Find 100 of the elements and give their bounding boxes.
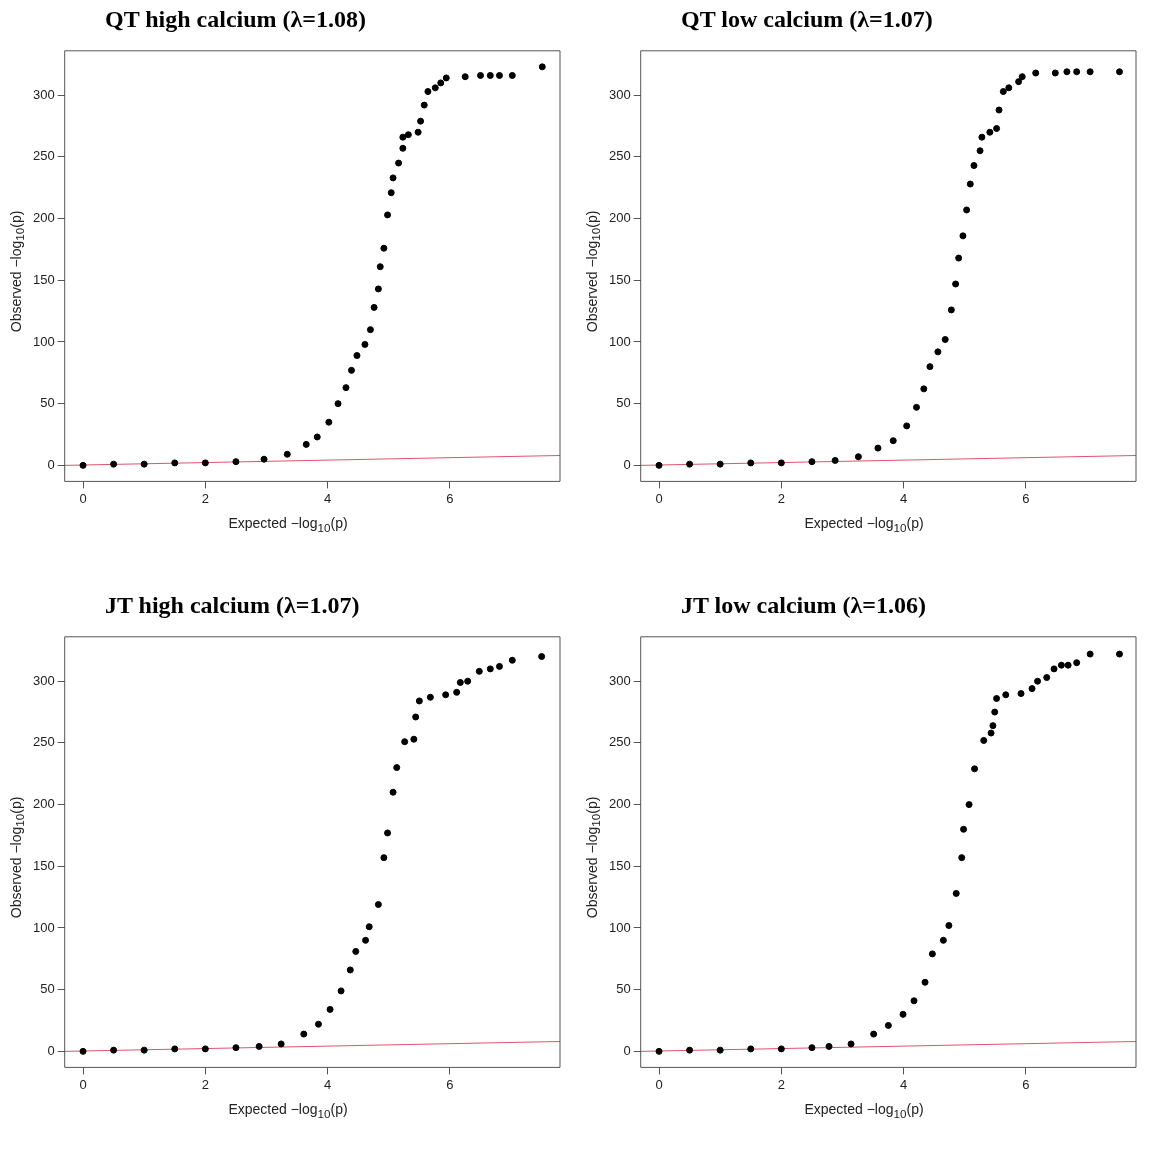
point	[171, 1045, 179, 1053]
point	[314, 1020, 322, 1028]
point	[389, 174, 397, 182]
point	[380, 854, 388, 862]
point	[412, 713, 420, 721]
point	[899, 1010, 907, 1018]
point	[389, 788, 397, 796]
point	[347, 366, 355, 374]
point	[486, 665, 494, 673]
point	[926, 363, 934, 371]
point	[903, 422, 911, 430]
point	[260, 455, 268, 463]
point	[952, 889, 960, 897]
point	[313, 433, 321, 441]
point	[495, 71, 503, 79]
point	[353, 352, 361, 360]
x-tick-label: 6	[1022, 1076, 1030, 1092]
point	[947, 306, 955, 314]
point	[486, 71, 494, 79]
point	[747, 459, 755, 467]
point	[437, 79, 445, 87]
y-tick-label: 100	[608, 919, 631, 935]
y-tick-label: 300	[608, 86, 631, 102]
y-tick-label: 150	[32, 271, 55, 287]
y-tick-label: 150	[32, 857, 55, 873]
x-axis-title: Expected −log$_{10}$(p)	[803, 1101, 925, 1120]
point	[976, 147, 984, 155]
point	[854, 453, 862, 461]
point	[991, 708, 999, 716]
y-tick-label: 300	[32, 672, 55, 688]
point	[970, 162, 978, 170]
point	[456, 678, 464, 686]
point	[334, 400, 342, 408]
point	[370, 303, 378, 311]
point	[921, 978, 929, 986]
y-tick-label: 100	[32, 333, 55, 349]
point	[255, 1042, 263, 1050]
y-tick-label: 50	[616, 395, 631, 411]
point	[1043, 674, 1051, 682]
point	[847, 1040, 855, 1048]
point	[277, 1040, 285, 1048]
point	[963, 206, 971, 214]
chart-title: QT low calcium (λ=1.07)	[681, 6, 933, 33]
point	[999, 88, 1007, 96]
point	[1115, 650, 1123, 658]
chart-title: QT high calcium (λ=1.08)	[105, 6, 367, 33]
point	[387, 189, 395, 197]
point	[980, 736, 988, 744]
point	[777, 1045, 785, 1053]
point	[939, 936, 947, 944]
point	[912, 403, 920, 411]
point	[431, 84, 439, 92]
x-tick-label: 4	[900, 490, 908, 506]
point	[1051, 69, 1059, 77]
x-tick-label: 0	[655, 490, 663, 506]
point	[874, 444, 882, 452]
point	[384, 211, 392, 219]
point	[410, 735, 418, 743]
point	[1073, 68, 1081, 76]
point	[380, 244, 388, 252]
point	[538, 63, 546, 71]
point	[417, 117, 425, 125]
y-tick-label: 250	[32, 148, 55, 164]
point	[808, 1044, 816, 1052]
y-tick-label: 0	[623, 456, 631, 472]
point	[414, 128, 422, 136]
x-tick-label: 4	[324, 1076, 332, 1092]
point	[965, 801, 973, 809]
y-tick-label: 250	[32, 734, 55, 750]
y-tick-label: 200	[608, 796, 631, 812]
point	[1002, 691, 1010, 699]
point	[415, 697, 423, 705]
y-tick-label: 300	[608, 672, 631, 688]
point	[777, 459, 785, 467]
point	[326, 1005, 334, 1013]
y-tick-label: 100	[32, 919, 55, 935]
point	[993, 125, 1001, 133]
point	[870, 1030, 878, 1038]
y-tick-label: 250	[608, 734, 631, 750]
x-tick-label: 6	[446, 490, 454, 506]
point	[365, 923, 373, 931]
point	[1086, 68, 1094, 76]
x-tick-label: 2	[201, 1076, 209, 1092]
point	[508, 656, 516, 664]
point	[987, 729, 995, 737]
y-tick-label: 150	[608, 857, 631, 873]
point	[399, 144, 407, 152]
point	[232, 1044, 240, 1052]
point	[110, 1046, 118, 1054]
point	[393, 764, 401, 772]
point	[464, 677, 472, 685]
y-tick-label: 0	[47, 1042, 55, 1058]
point	[941, 336, 949, 344]
point	[1063, 68, 1071, 76]
point	[995, 106, 1003, 114]
y-tick-label: 200	[32, 210, 55, 226]
y-tick-label: 0	[47, 456, 55, 472]
y-tick-label: 250	[608, 148, 631, 164]
point	[420, 101, 428, 109]
chart-title: JT low calcium (λ=1.06)	[681, 592, 927, 619]
